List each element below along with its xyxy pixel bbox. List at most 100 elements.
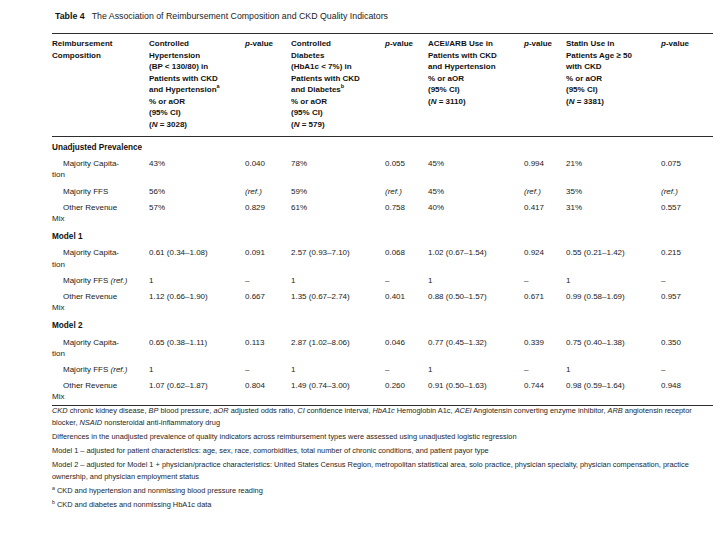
- value-cell: 1.07 (0.62–1.87): [149, 377, 245, 404]
- row-label-cell: Other RevenueMix: [52, 377, 149, 404]
- value-cell: 0.924: [524, 244, 566, 271]
- table-row: Majority Capita-tion 0.65 (0.38–1.11) 0.…: [52, 334, 713, 361]
- section-header-row: Model 1: [52, 226, 713, 244]
- footnote-a: a CKD and hypertension and nonmissing bl…: [52, 485, 716, 497]
- value-cell: 0.98 (0.59–1.64): [566, 377, 661, 404]
- section-header-unadjusted-prevalence: Unadjusted Prevalence: [52, 137, 713, 156]
- column-header-reimbursement-composition: ReimbursementComposition: [52, 34, 149, 137]
- value-cell: 0.671: [524, 288, 566, 315]
- value-cell: 1: [428, 361, 524, 377]
- row-label-cell: Majority Capita-tion: [52, 155, 149, 182]
- row-label-cell: Majority FFS: [52, 183, 149, 199]
- value-cell: 1: [149, 272, 245, 288]
- column-header-p-value-3: p-value: [524, 34, 566, 137]
- value-cell: 0.339: [524, 334, 566, 361]
- value-cell: 0.260: [385, 377, 428, 404]
- value-cell: 0.65 (0.38–1.11): [149, 334, 245, 361]
- footnote-differences: Differences in the unadjusted prevalence…: [52, 431, 716, 443]
- value-cell: 0.075: [661, 155, 713, 182]
- value-cell: 57%: [149, 199, 245, 226]
- section-header-model-1: Model 1: [52, 226, 713, 244]
- value-cell: 0.99 (0.58–1.69): [566, 288, 661, 315]
- value-cell: 0.957: [661, 288, 713, 315]
- reimbursement-ckd-table: ReimbursementComposition ControlledHyper…: [52, 34, 713, 405]
- footnote-model-2: Model 2 – adjusted for Model 1 + physici…: [52, 459, 716, 482]
- value-cell: 0.040: [245, 155, 291, 182]
- value-cell: 1: [149, 361, 245, 377]
- value-cell: 0.068: [385, 244, 428, 271]
- value-cell: 0.055: [385, 155, 428, 182]
- value-cell: 40%: [428, 199, 524, 226]
- value-cell: 0.557: [661, 199, 713, 226]
- value-cell: 31%: [566, 199, 661, 226]
- value-cell: 0.91 (0.50–1.63): [428, 377, 524, 404]
- value-cell: 1.49 (0.74–3.00): [291, 377, 385, 404]
- column-header-controlled-diabetes: ControlledDiabetes(HbA1c < 7%) inPatient…: [291, 34, 385, 137]
- value-cell: 1.02 (0.67–1.54): [428, 244, 524, 271]
- value-cell: 0.667: [245, 288, 291, 315]
- value-cell: 0.215: [661, 244, 713, 271]
- value-cell: 0.113: [245, 334, 291, 361]
- value-cell: 0.829: [245, 199, 291, 226]
- value-cell: –: [245, 272, 291, 288]
- value-cell: 61%: [291, 199, 385, 226]
- value-cell: –: [661, 272, 713, 288]
- value-cell: (ref.): [661, 183, 713, 199]
- section-header-row: Unadjusted Prevalence: [52, 137, 713, 156]
- value-cell: 0.350: [661, 334, 713, 361]
- section-header-model-2: Model 2: [52, 315, 713, 333]
- table-row: Majority FFS 56% (ref.) 59% (ref.) 45% (…: [52, 183, 713, 199]
- value-cell: –: [524, 361, 566, 377]
- value-cell: 0.77 (0.45–1.32): [428, 334, 524, 361]
- row-label-cell: Majority FFS (ref.): [52, 272, 149, 288]
- value-cell: (ref.): [245, 183, 291, 199]
- table-row: Majority Capita-tion 0.61 (0.34–1.08) 0.…: [52, 244, 713, 271]
- table-row: Other RevenueMix 1.07 (0.62–1.87) 0.804 …: [52, 377, 713, 404]
- value-cell: 1.35 (0.67–2.74): [291, 288, 385, 315]
- row-label-cell: Majority Capita-tion: [52, 244, 149, 271]
- row-label-cell: Other RevenueMix: [52, 288, 149, 315]
- column-header-p-value-1: p-value: [245, 34, 291, 137]
- column-header-p-value-2: p-value: [385, 34, 428, 137]
- table-row: Other RevenueMix 57% 0.829 61% 0.758 40%…: [52, 199, 713, 226]
- value-cell: –: [661, 361, 713, 377]
- value-cell: 35%: [566, 183, 661, 199]
- paper-page: Table 4The Association of Reimbursement …: [0, 0, 728, 543]
- table-row: Majority FFS (ref.) 1 – 1 – 1 – 1 –: [52, 361, 713, 377]
- table-row: Majority FFS (ref.) 1 – 1 – 1 – 1 –: [52, 272, 713, 288]
- value-cell: –: [245, 361, 291, 377]
- column-header-p-value-4: p-value: [661, 34, 713, 137]
- value-cell: 45%: [428, 183, 524, 199]
- section-header-row: Model 2: [52, 315, 713, 333]
- row-label-cell: Other RevenueMix: [52, 199, 149, 226]
- value-cell: 43%: [149, 155, 245, 182]
- value-cell: (ref.): [385, 183, 428, 199]
- value-cell: 0.091: [245, 244, 291, 271]
- table-row: Majority Capita-tion 43% 0.040 78% 0.055…: [52, 155, 713, 182]
- value-cell: –: [385, 272, 428, 288]
- value-cell: 1: [566, 361, 661, 377]
- table-caption: Table 4The Association of Reimbursement …: [55, 10, 388, 22]
- footnote-abbreviations: CKD chronic kidney disease, BP blood pre…: [52, 405, 716, 428]
- value-cell: 0.948: [661, 377, 713, 404]
- value-cell: 1.12 (0.66–1.90): [149, 288, 245, 315]
- row-label-cell: Majority Capita-tion: [52, 334, 149, 361]
- table-container: ReimbursementComposition ControlledHyper…: [52, 33, 713, 406]
- value-cell: –: [385, 361, 428, 377]
- row-label-cell: Majority FFS (ref.): [52, 361, 149, 377]
- value-cell: 0.55 (0.21–1.42): [566, 244, 661, 271]
- footnotes: CKD chronic kidney disease, BP blood pre…: [52, 405, 716, 513]
- value-cell: 78%: [291, 155, 385, 182]
- value-cell: 0.046: [385, 334, 428, 361]
- column-header-controlled-hypertension: ControlledHypertension(BP < 130/80) inPa…: [149, 34, 245, 137]
- value-cell: 1: [566, 272, 661, 288]
- value-cell: 1: [291, 361, 385, 377]
- value-cell: 0.804: [245, 377, 291, 404]
- table-caption-text: The Association of Reimbursement Composi…: [92, 11, 388, 21]
- value-cell: 2.57 (0.93–7.10): [291, 244, 385, 271]
- column-header-statin-use: Statin Use inPatients Age ≥ 50with CKD% …: [566, 34, 661, 137]
- value-cell: 0.417: [524, 199, 566, 226]
- value-cell: 1: [291, 272, 385, 288]
- footnote-b: b CKD and diabetes and nonmissing HbA1c …: [52, 499, 716, 511]
- value-cell: 0.88 (0.50–1.57): [428, 288, 524, 315]
